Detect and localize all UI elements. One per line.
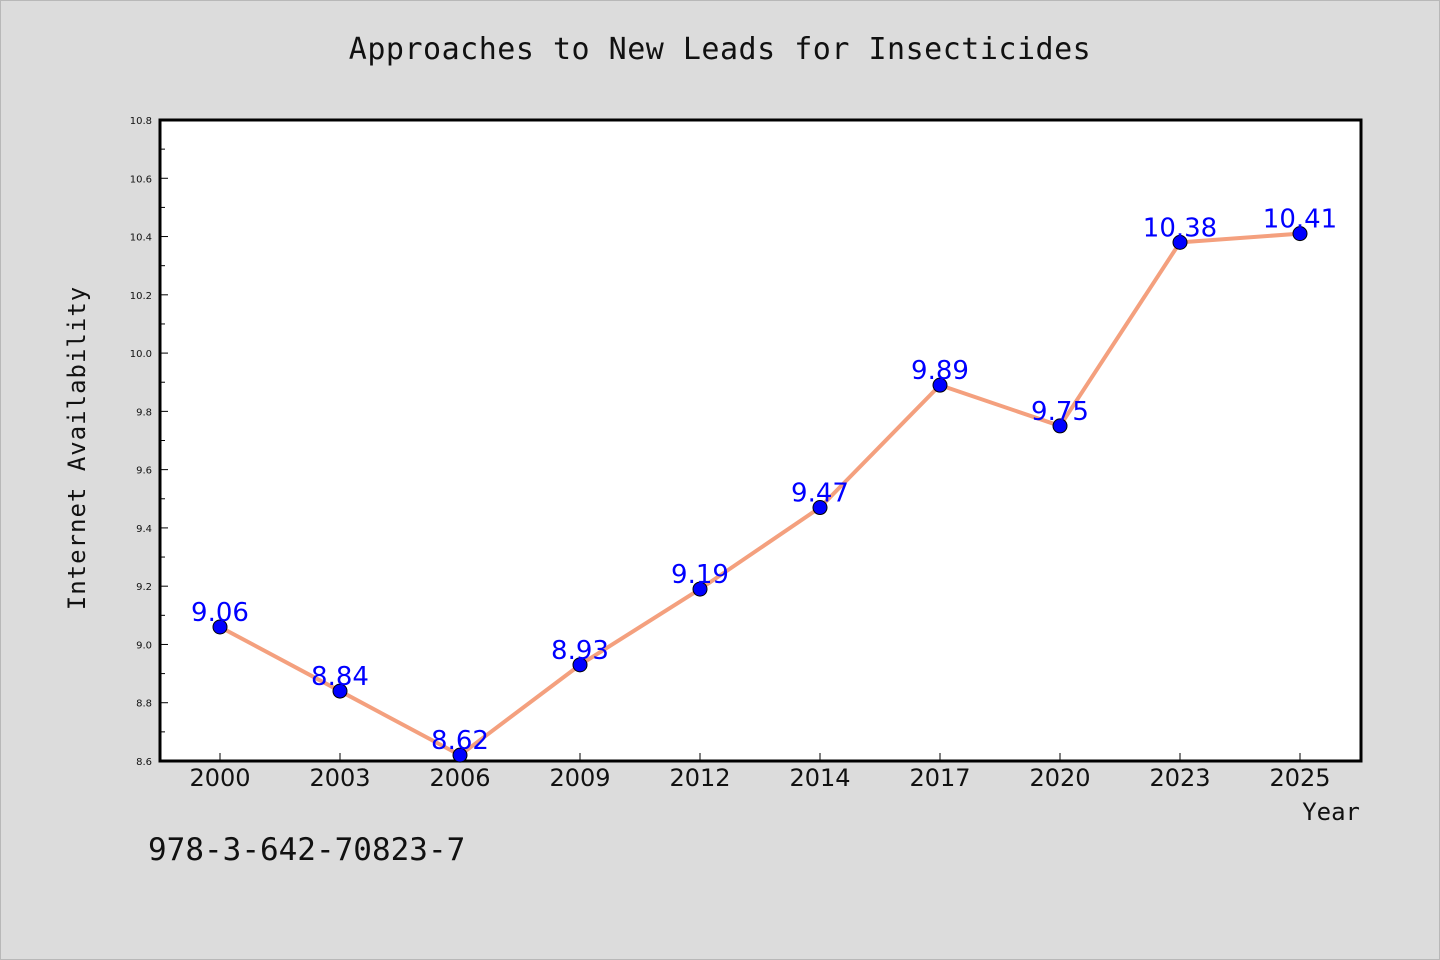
data-label: 8.93 bbox=[551, 636, 609, 666]
data-point bbox=[1292, 226, 1308, 242]
data-point bbox=[812, 500, 828, 516]
x-tick-label: 2000 bbox=[189, 764, 250, 792]
x-axis-label: Year bbox=[1302, 798, 1360, 826]
data-point bbox=[1172, 234, 1188, 250]
data-label: 9.75 bbox=[1031, 397, 1089, 427]
data-point bbox=[572, 657, 588, 673]
y-tick-label: 9.8 bbox=[136, 407, 152, 418]
y-tick-label: 10.2 bbox=[130, 291, 152, 302]
plot-area bbox=[158, 118, 1363, 763]
y-axis-ticks: 8.6 8.8 9.0 9.2 9.4 9.6 9.8 10.0 10.2 10.4 10.6 10.… bbox=[130, 116, 168, 768]
x-tick-label: 2009 bbox=[549, 764, 610, 792]
x-tick-label: 2020 bbox=[1029, 764, 1090, 792]
y-tick-label: 10.0 bbox=[130, 349, 152, 360]
data-label: 10.38 bbox=[1143, 213, 1217, 243]
x-tick-label: 2017 bbox=[909, 764, 970, 792]
y-axis-label: Internet Availability bbox=[63, 286, 91, 610]
data-labels: 9.06 8.84 8.62 8.93 9.19 9.47 9.89 9.75 10.38 10.… bbox=[191, 205, 1337, 757]
data-point bbox=[332, 683, 348, 699]
data-points bbox=[212, 226, 1308, 763]
x-tick-label: 2006 bbox=[429, 764, 490, 792]
data-point bbox=[692, 581, 708, 597]
y-tick-label: 10.4 bbox=[130, 233, 152, 244]
data-label: 9.47 bbox=[791, 479, 849, 509]
y-tick-label: 8.8 bbox=[136, 699, 152, 710]
data-point bbox=[452, 747, 468, 763]
x-tick-label: 2014 bbox=[789, 764, 850, 792]
data-label: 8.62 bbox=[431, 726, 489, 756]
y-tick-label: 9.4 bbox=[136, 524, 152, 535]
data-point bbox=[212, 619, 228, 635]
y-tick-label: 10.8 bbox=[130, 116, 152, 127]
data-label: 9.06 bbox=[191, 598, 249, 628]
x-axis-ticks: 2000 2003 2006 2009 2012 2014 2017 2020 2023 2025 bbox=[189, 753, 1331, 792]
y-tick-label: 10.6 bbox=[130, 174, 152, 185]
y-tick-label: 8.6 bbox=[136, 757, 152, 768]
y-tick-label: 9.0 bbox=[136, 640, 152, 651]
series-line bbox=[219, 231, 1301, 758]
x-tick-label: 2003 bbox=[309, 764, 370, 792]
data-label: 8.84 bbox=[311, 662, 369, 692]
data-point bbox=[1052, 418, 1068, 434]
data-label: 9.89 bbox=[911, 356, 969, 386]
y-tick-label: 9.6 bbox=[136, 466, 152, 477]
x-tick-label: 2023 bbox=[1149, 764, 1210, 792]
data-label: 10.41 bbox=[1263, 205, 1337, 235]
data-point bbox=[932, 377, 948, 393]
x-tick-label: 2025 bbox=[1269, 764, 1330, 792]
isbn-code: 978-3-642-70823-7 bbox=[148, 832, 466, 868]
chart-title: Approaches to New Leads for Insecticides bbox=[348, 32, 1092, 67]
data-label: 9.19 bbox=[671, 560, 729, 590]
y-tick-label: 9.2 bbox=[136, 582, 152, 593]
x-tick-label: 2012 bbox=[669, 764, 730, 792]
